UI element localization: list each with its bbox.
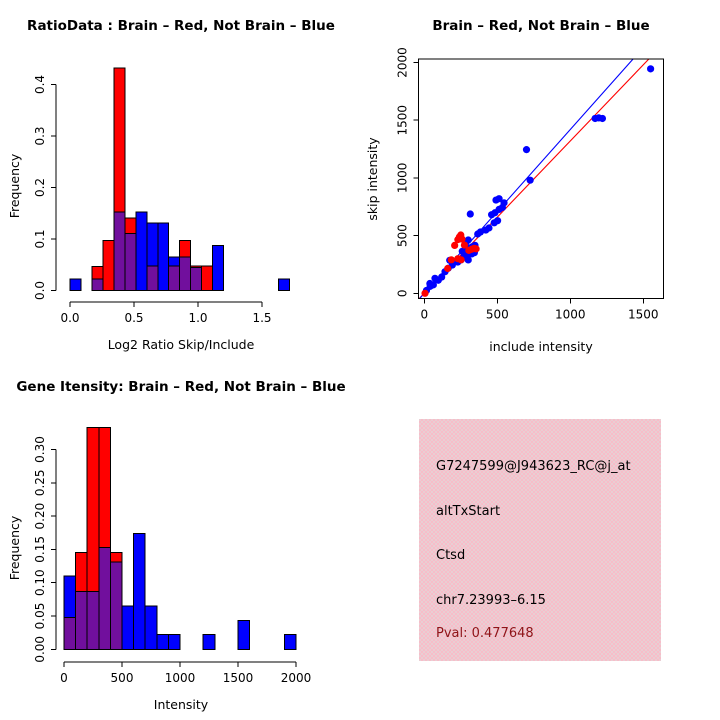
svg-text:0.10: 0.10	[33, 569, 47, 596]
svg-text:1000: 1000	[395, 163, 409, 194]
gene-intensity-histogram-chart: 0 500 1000 1500 2000 0.00 0.05 0.10 0.15 0.20 0.25…	[7, 379, 346, 712]
svg-text:0.30: 0.30	[33, 436, 47, 463]
svg-text:0: 0	[420, 307, 428, 321]
svg-text:1500: 1500	[395, 105, 409, 136]
locus-text: chr7.23993–6.15	[436, 593, 546, 608]
ratio-histogram-chart: 0.0 0.5 1.0 1.5 0.0 0.1 0.2 0.3 0.4 RatioData : B…	[7, 18, 335, 352]
pval-text: Pval: 0.477648	[436, 626, 534, 641]
panel-intensity-scatter: 0 500 1000 1500 0 500 1000 1500 2000 Brain – Red,…	[360, 0, 720, 360]
svg-text:0.1: 0.1	[33, 229, 47, 248]
svg-text:0.0: 0.0	[33, 281, 47, 300]
svg-text:Frequency: Frequency	[7, 515, 22, 580]
svg-text:Brain – Red, Not Brain – Blue: Brain – Red, Not Brain – Blue	[432, 18, 649, 34]
svg-text:skip intensity: skip intensity	[365, 137, 380, 221]
event-type-text: altTxStart	[436, 504, 501, 519]
svg-text:1500: 1500	[223, 671, 254, 685]
svg-text:0: 0	[60, 671, 68, 685]
svg-text:1.0: 1.0	[188, 311, 207, 325]
svg-text:0.2: 0.2	[33, 178, 47, 197]
probe-id-text: G7247599@J943623_RC@j_at	[436, 459, 631, 474]
gene-info-box: G7247599@J943623_RC@j_at altTxStart Ctsd…	[419, 419, 661, 661]
svg-text:include intensity: include intensity	[489, 339, 593, 354]
panel-gene-info: G7247599@J943623_RC@j_at altTxStart Ctsd…	[360, 360, 720, 720]
svg-text:Log2 Ratio Skip/Include: Log2 Ratio Skip/Include	[108, 337, 255, 352]
svg-text:0.0: 0.0	[60, 311, 79, 325]
svg-text:1500: 1500	[628, 307, 659, 321]
svg-text:Frequency: Frequency	[7, 153, 22, 218]
svg-text:Intensity: Intensity	[154, 697, 209, 712]
svg-text:RatioData : Brain – Red, Not B: RatioData : Brain – Red, Not Brain – Blu…	[27, 18, 335, 34]
svg-text:0.05: 0.05	[33, 603, 47, 630]
svg-text:2000: 2000	[281, 671, 312, 685]
panel-ratio-histogram: 0.0 0.5 1.0 1.5 0.0 0.1 0.2 0.3 0.4 RatioData : B…	[0, 0, 360, 360]
svg-text:1000: 1000	[555, 307, 586, 321]
svg-text:500: 500	[111, 671, 134, 685]
svg-text:0: 0	[395, 289, 409, 297]
intensity-scatter-chart: 0 500 1000 1500 0 500 1000 1500 2000 Brain – Red,…	[365, 18, 664, 354]
svg-text:0.00: 0.00	[33, 636, 47, 663]
svg-text:Gene Itensity: Brain – Red, No: Gene Itensity: Brain – Red, Not Brain – …	[16, 379, 345, 395]
svg-text:2000: 2000	[395, 47, 409, 78]
svg-text:0.15: 0.15	[33, 536, 47, 563]
panel-gene-intensity-histogram: 0 500 1000 1500 2000 0.00 0.05 0.10 0.15 0.20 0.25…	[0, 360, 360, 720]
svg-text:1.5: 1.5	[252, 311, 271, 325]
svg-text:500: 500	[395, 224, 409, 247]
svg-text:500: 500	[486, 307, 509, 321]
svg-text:0.3: 0.3	[33, 126, 47, 145]
svg-text:1000: 1000	[165, 671, 196, 685]
svg-text:0.4: 0.4	[33, 75, 47, 94]
svg-text:0.25: 0.25	[33, 469, 47, 496]
gene-symbol-text: Ctsd	[436, 548, 466, 563]
svg-text:0.20: 0.20	[33, 503, 47, 530]
svg-text:0.5: 0.5	[124, 311, 143, 325]
